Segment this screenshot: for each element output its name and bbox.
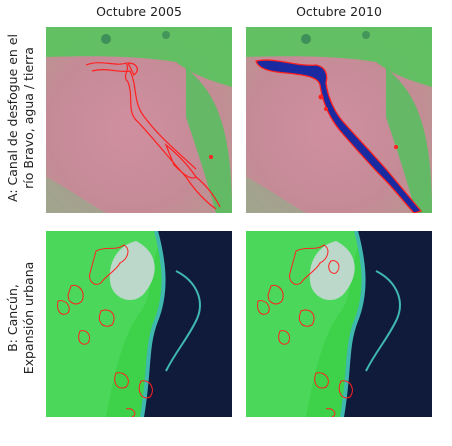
column-title-2010: Octubre 2010 — [296, 4, 382, 19]
satellite-panel-a-2005 — [46, 27, 232, 213]
satellite-panel-b-2005 — [46, 231, 232, 417]
row-label-b: B: Cancún, Expansión urbana — [5, 225, 37, 411]
row-label-a-line2: río Bravo, agua / tierra — [21, 47, 36, 189]
row-label-a-line1: A: Canal de desfogue en el — [5, 34, 20, 202]
row-label-a: A: Canal de desfogue en el río Bravo, ag… — [5, 25, 37, 211]
row-label-b-line2: Expansión urbana — [21, 261, 36, 375]
satellite-panel-b-2010 — [246, 231, 432, 417]
row-label-b-line1: B: Cancún, — [5, 284, 20, 352]
satellite-panel-a-2010 — [246, 27, 432, 213]
column-title-2005: Octubre 2005 — [96, 4, 182, 19]
